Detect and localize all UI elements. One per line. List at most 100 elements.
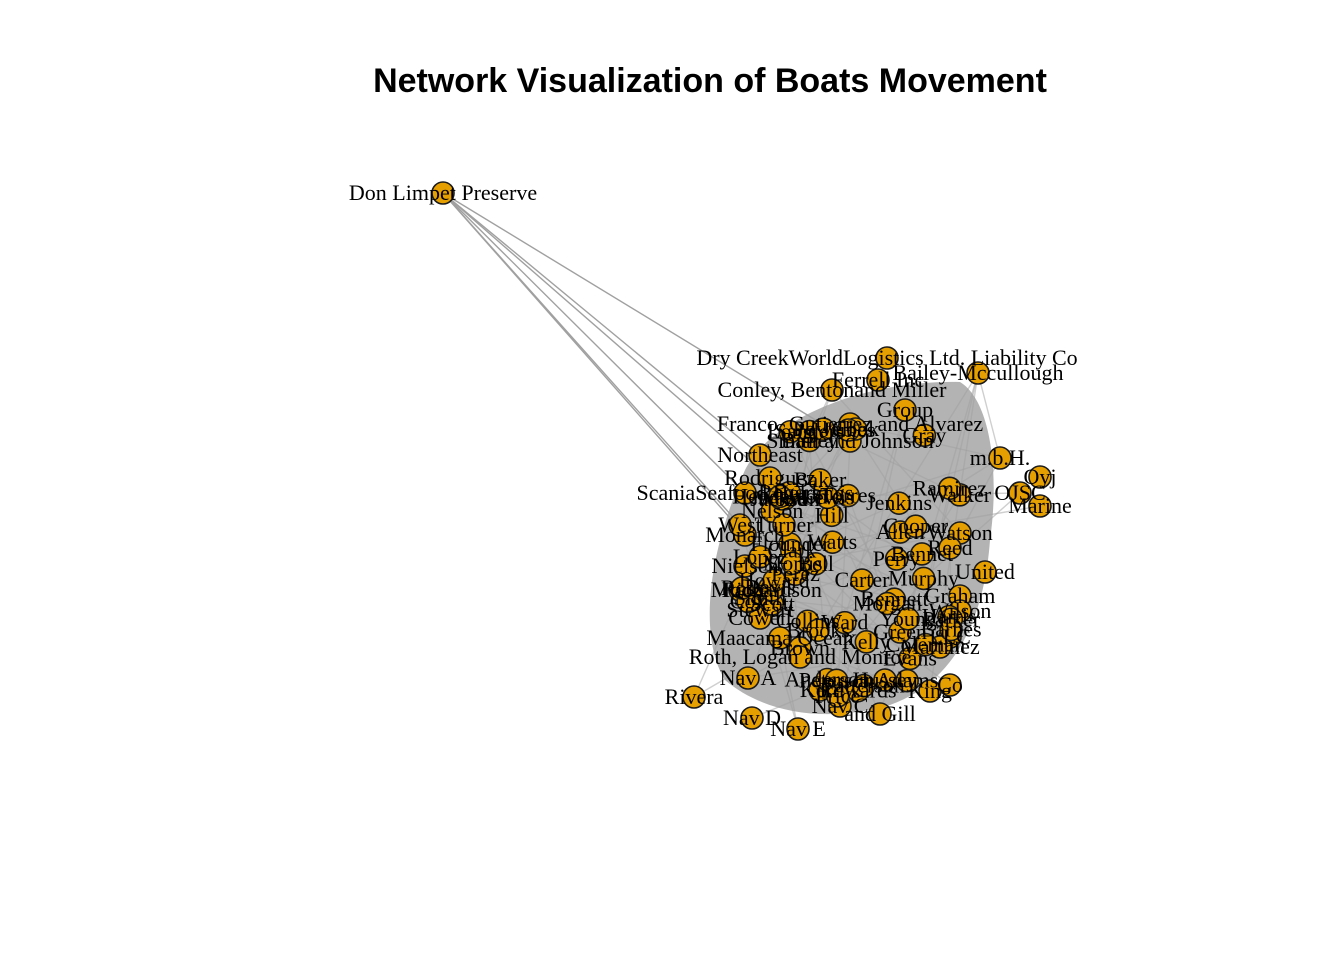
node-label-nav-d: Nav D [723,705,781,730]
node-gmbh [988,446,1012,470]
node-label-lopez: Lopez [733,544,788,569]
node-label-oyj: Oyj [1024,464,1057,489]
node-label-ferrell: Ferrell Inc [832,367,924,392]
edge [906,372,979,681]
node-maacama [768,626,792,650]
node-label-ward: Ward [821,610,868,635]
node-bailey [966,361,990,385]
node-label-nav-e: Nav E [770,716,826,741]
node-bennet2 [910,542,934,566]
node-perry [884,547,909,571]
node-evans [898,646,922,671]
node-label-hill: Hill [815,502,849,527]
edge [779,637,799,730]
node-carter [850,568,874,592]
node-label-evans: Evans [883,645,937,670]
edge-don-limpet-smith-johnson [442,192,851,442]
node-label-bennett: Bennett [860,586,928,611]
node-gray [912,423,937,448]
node-label-brown: Brown [770,635,830,660]
edge [847,495,888,604]
edge [836,440,851,696]
node-label-cowell: Cowell [728,605,792,630]
node-label-martinez: Martinez [900,634,980,659]
node-label-edwards: Edwards [820,678,897,703]
node-label-brooks: Brooks [786,617,850,642]
node-label-howard: Howard [739,567,810,592]
node-rivera [682,685,706,709]
node-label-murphy: Murphy [888,565,959,590]
node-young [896,606,920,631]
node-label-parker: Parker [923,606,981,631]
node-label-green: Green [873,619,927,644]
node-james [836,418,861,442]
node-morris [780,551,805,576]
edge [832,505,1041,543]
node-turner [772,513,796,537]
node-label-price: Price [815,683,860,708]
node-label-nelson: Nelson [741,498,803,523]
node-label-marine: Marine [1008,493,1072,518]
node-label-watson: Watson [927,520,992,545]
node-label-davis: Davis [744,574,795,599]
node-label-richardson: Richardson [722,577,822,602]
node-label-co: Co [937,672,963,697]
node-label-lewis: Lewis [801,484,855,509]
node-label-clark: Clark [767,538,816,563]
edge [808,440,895,600]
edge-don-limpet-northeast [442,192,761,456]
edge [839,409,906,707]
node-baker [808,468,832,492]
node-label-hussey: Hussey [853,667,918,692]
node-don-limpet [431,181,455,205]
node-label-united: United [955,559,1015,584]
edge [977,372,1001,459]
node-jenkins [887,491,911,516]
node-label-powell: Powell [793,416,854,441]
node-ojsc [1008,481,1032,505]
edge [848,492,1021,497]
node-kelly [854,630,879,654]
edge [751,689,821,719]
edge [784,498,951,638]
node-label-king: King [908,678,952,703]
node-label-scott: Scott [750,591,795,616]
node-bell [803,552,828,576]
node-label-conley: Conley, Bentonand Miller [718,377,948,402]
node-label-henderson: Henderson [732,483,827,508]
node-label-don-limpet: Don Limpet Preserve [349,180,537,205]
node-label-nielsen: Nielsen [711,553,778,578]
node-label-bell: Bell [797,551,834,576]
node-label-cox: Cox [730,588,767,613]
node-label-jenkins: Jenkins [866,490,932,515]
node-label-kelly: Kelly [842,629,891,654]
node-label-jackson: Jackson [750,486,820,511]
node-label-gmbh: m.b.H. [970,445,1031,470]
node-cooper [903,514,928,539]
node-co [938,673,962,697]
node-label-barnes: Barnes [921,617,982,642]
node-label-patterson: Patterson [823,673,905,698]
node-label-carter: Carter [835,567,891,592]
node-brooks [806,618,830,643]
node-label-collins: Collins [776,608,840,633]
node-label-maacama: Maacama Ocean [706,625,853,650]
node-reed [938,536,962,560]
node-lopez [748,544,773,569]
node-powell [811,417,836,442]
edge-don-limpet-west [442,192,741,526]
node-label-ramirez: Ramirez [912,475,987,500]
node-coleman [913,632,938,657]
node-nav-a [736,666,760,690]
edge [815,563,911,659]
node-ross [730,576,754,600]
node-label-rivera: Rivera [665,684,724,709]
node-label-northeast: Northeast [717,442,803,467]
node-label-flounder: Flounder [750,531,830,556]
node-label-young: Young [879,606,937,631]
edge [744,477,771,567]
node-label-morris: Morris [763,550,823,575]
node-henderson [768,484,792,509]
node-label-james: James [822,417,876,442]
